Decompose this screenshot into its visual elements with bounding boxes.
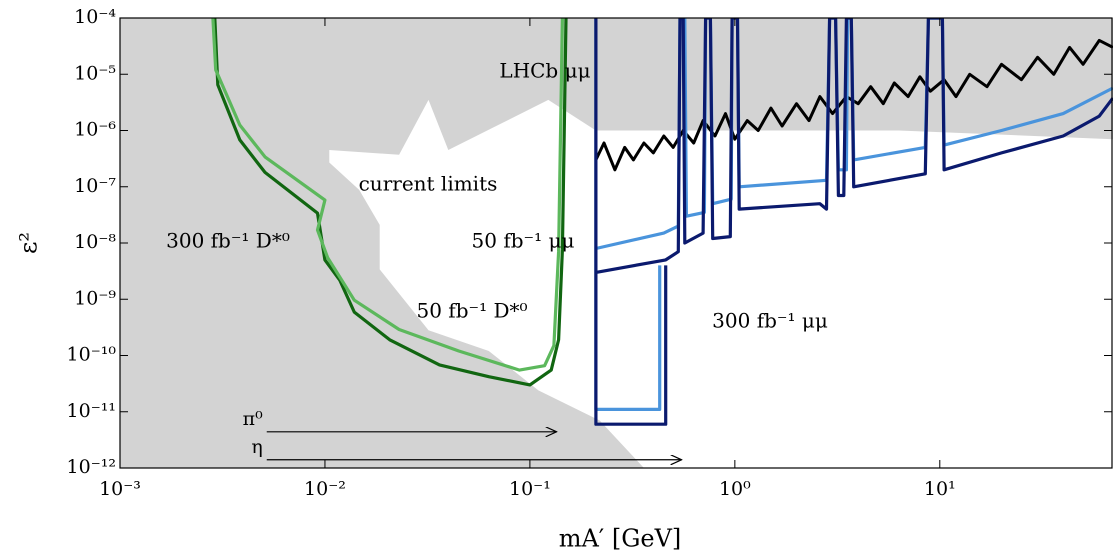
series-label: current limits	[359, 172, 498, 196]
series-line	[213, 18, 568, 387]
y-tick-label: 10⁻⁴	[74, 6, 116, 28]
arrow-label: η	[251, 436, 262, 458]
plot-area	[120, 18, 1113, 468]
x-axis-label: mA′ [GeV]	[559, 525, 682, 553]
x-tick-label: 10⁻³	[99, 478, 141, 500]
x-tick-label: 10¹	[924, 478, 956, 500]
y-tick-label: 10⁻⁷	[74, 175, 116, 197]
series-label: 300 fb⁻¹ μμ	[712, 309, 828, 333]
series-label: 300 fb⁻¹ D*⁰	[166, 229, 290, 253]
y-axis-label: ε²	[15, 232, 43, 254]
series-line	[211, 18, 564, 372]
y-tick-label: 10⁻¹²	[67, 456, 116, 478]
x-tick-label: 10⁰	[719, 478, 751, 500]
y-tick-label: 10⁻⁶	[74, 119, 116, 141]
y-tick-label: 10⁻⁸	[74, 231, 116, 253]
series-line	[594, 38, 1113, 172]
y-tick-label: 10⁻⁹	[74, 287, 116, 309]
series-line	[594, 18, 1113, 426]
y-tick-label: 10⁻¹⁰	[67, 344, 117, 366]
x-tick-label: 10⁻¹	[509, 478, 551, 500]
x-tick-label: 10⁻²	[304, 478, 346, 500]
overlay: current limits LHCb μμ 300 fb⁻¹ D*⁰ 50 fb⁻¹…	[67, 6, 1113, 500]
arrow-label: π⁰	[243, 408, 263, 430]
limit-area	[120, 18, 1113, 468]
series-label: 50 fb⁻¹ μμ	[472, 229, 575, 253]
series-label: 50 fb⁻¹ D*⁰	[417, 299, 528, 323]
y-tick-label: 10⁻⁵	[74, 62, 116, 84]
series-label: LHCb μμ	[499, 59, 590, 83]
y-tick-label: 10⁻¹¹	[67, 400, 116, 422]
